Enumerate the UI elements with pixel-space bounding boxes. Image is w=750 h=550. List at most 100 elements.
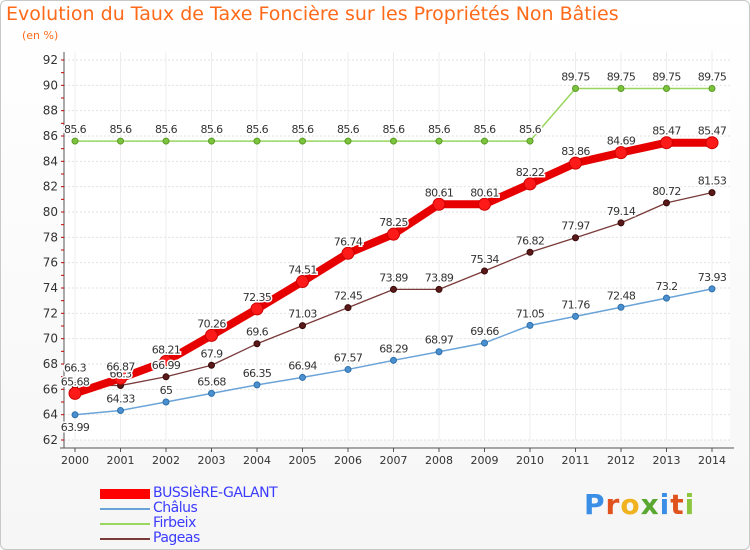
data-point-firbeix [708,85,716,92]
data-label-firbeix: 85.6 [473,123,496,136]
data-point-firbeix [299,137,306,145]
data-point-chalus [663,294,670,302]
x-tick-label: 2000 [61,454,89,467]
data-point-chalus [390,356,397,364]
data-point-firbeix [663,85,670,92]
data-point-pageas [526,248,534,256]
data-label-pageas: 79.14 [607,205,636,218]
data-point-bussiere-galant [387,227,400,241]
x-tick-label: 2005 [289,454,317,467]
data-label-firbeix: 89.75 [698,71,727,84]
data-label-pageas: 76.82 [516,234,545,247]
legend-label-chalus: Châlus [153,500,198,516]
data-point-bussiere-galant [296,275,309,289]
data-point-chalus [299,373,306,381]
y-tick-label: 76 [43,256,58,270]
logo-letter: i [659,488,671,521]
data-point-pageas [299,322,306,330]
x-tick-label: 2009 [471,454,499,467]
data-label-pageas: 73.89 [379,271,408,284]
data-label-firbeix: 85.6 [428,123,451,136]
data-label-pageas: 75.34 [470,253,499,266]
x-tick-label: 2011 [562,454,590,467]
data-label-firbeix: 89.75 [652,71,681,84]
data-label-bussiere-galant: 72.35 [243,291,272,304]
data-point-bussiere-galant [159,354,173,368]
data-label-chalus: 65.68 [197,375,226,388]
data-point-chalus [117,406,124,414]
chart-subtitle: (en %) [22,29,59,42]
data-point-pageas [435,285,443,293]
data-label-firbeix: 85.6 [200,123,223,136]
data-label-bussiere-galant: 76.74 [334,235,363,248]
data-point-firbeix [71,137,79,145]
data-point-bussiere-galant [569,156,582,170]
data-point-firbeix [481,137,488,145]
data-point-pageas [344,304,352,312]
data-point-pageas [572,234,579,242]
data-point-bussiere-galant [68,386,82,400]
legend-label-pageas: Pageas [153,530,200,546]
data-point-pageas [390,285,397,293]
data-point-firbeix [435,137,443,145]
data-label-chalus: 72.48 [607,289,636,302]
data-label-pageas: 80.72 [652,185,681,198]
series-firbeix [71,85,716,145]
plot-area [64,52,730,440]
series-bussiere-galant [68,136,719,400]
y-tick-label: 74 [43,281,58,295]
data-label-pageas: 77.97 [561,220,590,233]
data-label-chalus: 73.2 [655,280,677,293]
legend-item-pageas[interactable]: Pageas [100,531,277,546]
data-label-bussiere-galant: 68.21 [152,343,181,356]
y-tick-label: 92 [43,53,58,67]
legend-item-firbeix[interactable]: Firbeix [100,516,277,531]
data-point-chalus [526,321,534,329]
data-label-pageas: 66.3 [64,362,87,375]
data-point-firbeix [526,137,534,145]
data-label-chalus: 71.05 [516,307,545,320]
data-label-bussiere-galant: 74.51 [288,264,317,277]
x-tick-label: 2004 [243,454,271,467]
data-label-firbeix: 85.6 [155,123,178,136]
y-tick-label: 82 [43,180,58,194]
data-label-firbeix: 85.6 [64,123,87,136]
legend-label-bussiere-galant: BUSSIèRE-GALANT [153,485,278,501]
data-point-chalus [708,285,716,293]
data-point-bussiere-galant [660,136,673,150]
data-label-bussiere-galant: 84.69 [607,135,636,148]
data-label-firbeix: 85.6 [109,123,132,136]
y-tick-label: 62 [43,433,58,447]
data-label-pageas: 73.89 [425,271,454,284]
data-point-firbeix [253,137,261,145]
data-label-chalus: 68.97 [425,334,454,347]
data-point-chalus [617,303,625,311]
data-label-firbeix: 85.6 [291,123,314,136]
legend-swatch-bussiere-galant [100,488,150,499]
data-label-pageas: 81.53 [698,175,727,188]
data-point-bussiere-galant [432,197,446,211]
data-label-firbeix: 89.75 [607,71,636,84]
x-tick-label: 2007 [380,454,408,467]
y-tick-label: 90 [43,78,58,92]
data-label-firbeix: 89.75 [561,71,590,84]
logo-letter: r [605,488,621,521]
data-point-pageas [162,373,170,381]
series-chalus [71,285,716,419]
legend-item-chalus[interactable]: Châlus [100,501,277,516]
legend-swatch-pageas [100,537,150,540]
y-tick-label: 66 [43,382,58,396]
data-label-chalus: 73.93 [698,271,727,284]
data-label-firbeix: 85.6 [519,123,542,136]
data-label-firbeix: 85.6 [382,123,405,136]
data-point-pageas [481,267,488,275]
data-label-bussiere-galant: 78.25 [379,216,408,229]
y-tick-label: 84 [43,154,58,168]
legend-label-firbeix: Firbeix [153,515,196,531]
data-point-chalus [435,348,443,356]
legend-item-bussiere-galant[interactable]: BUSSIèRE-GALANT [100,485,278,501]
data-label-bussiere-galant: 80.61 [425,186,454,199]
x-tick-label: 2006 [334,454,362,467]
data-point-firbeix [162,137,170,145]
data-point-bussiere-galant [705,136,719,150]
